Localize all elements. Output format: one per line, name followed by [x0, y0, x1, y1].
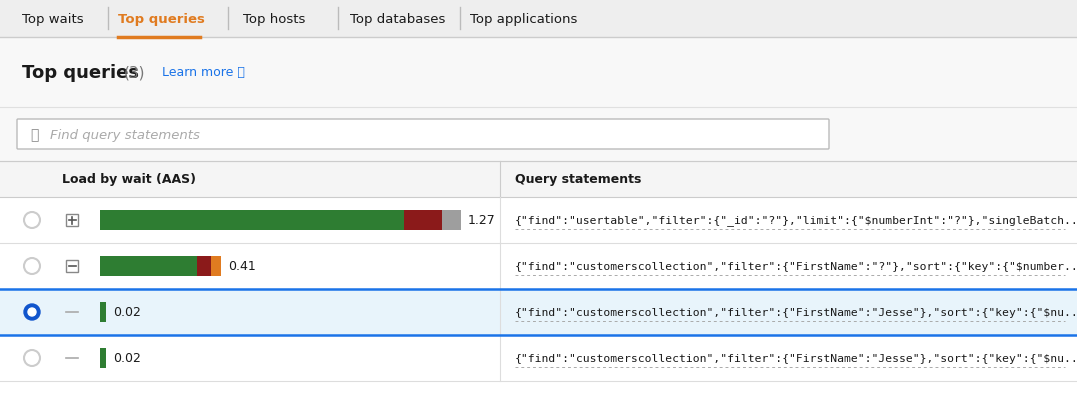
Bar [0, 38, 1077, 108]
Text: Top waits: Top waits [22, 12, 84, 25]
Text: {"find":"customerscollection","filter":{"FirstName":"?"},"sort":{"key":{"$number: {"find":"customerscollection","filter":{… [515, 261, 1077, 271]
Bar [0, 108, 1077, 162]
Text: Top hosts: Top hosts [243, 12, 306, 25]
Circle shape [28, 308, 36, 316]
Text: 0.41: 0.41 [228, 260, 255, 273]
Bar [211, 256, 221, 276]
Bar [197, 256, 211, 276]
Text: (3): (3) [124, 65, 145, 80]
Text: {"find":"customerscollection","filter":{"FirstName":"Jesse"},"sort":{"key":{"$nu: {"find":"customerscollection","filter":{… [515, 353, 1077, 363]
Bar [66, 214, 78, 227]
Bar [100, 348, 106, 368]
Text: {"find":"usertable","filter":{"_id":"?"},"limit":{"$numberInt":"?"},"singleBatch: {"find":"usertable","filter":{"_id":"?"}… [515, 215, 1077, 226]
Bar [0, 289, 1077, 335]
Text: Query statements: Query statements [515, 173, 642, 186]
Text: {"find":"customerscollection","filter":{"FirstName":"Jesse"},"sort":{"key":{"$nu: {"find":"customerscollection","filter":{… [515, 307, 1077, 317]
Bar [66, 261, 78, 272]
Text: Top queries: Top queries [118, 12, 205, 25]
Text: 0.02: 0.02 [113, 306, 141, 319]
FancyBboxPatch shape [17, 120, 829, 150]
Text: Top queries: Top queries [22, 64, 139, 82]
Bar [404, 211, 442, 230]
Circle shape [24, 304, 40, 320]
Text: Find query statements: Find query statements [50, 128, 200, 141]
Bar [0, 0, 1077, 38]
Bar [100, 256, 197, 276]
Bar [442, 211, 461, 230]
Text: 1.27: 1.27 [468, 214, 495, 227]
Bar [100, 302, 106, 322]
Text: 0.02: 0.02 [113, 352, 141, 364]
Bar [0, 162, 1077, 198]
Bar [100, 211, 404, 230]
Text: Learn more ⧉: Learn more ⧉ [162, 66, 244, 79]
Text: Top databases: Top databases [350, 12, 446, 25]
Text: Load by wait (AAS): Load by wait (AAS) [62, 173, 196, 186]
Text: ⌕: ⌕ [30, 128, 38, 142]
Text: Top applications: Top applications [470, 12, 577, 25]
